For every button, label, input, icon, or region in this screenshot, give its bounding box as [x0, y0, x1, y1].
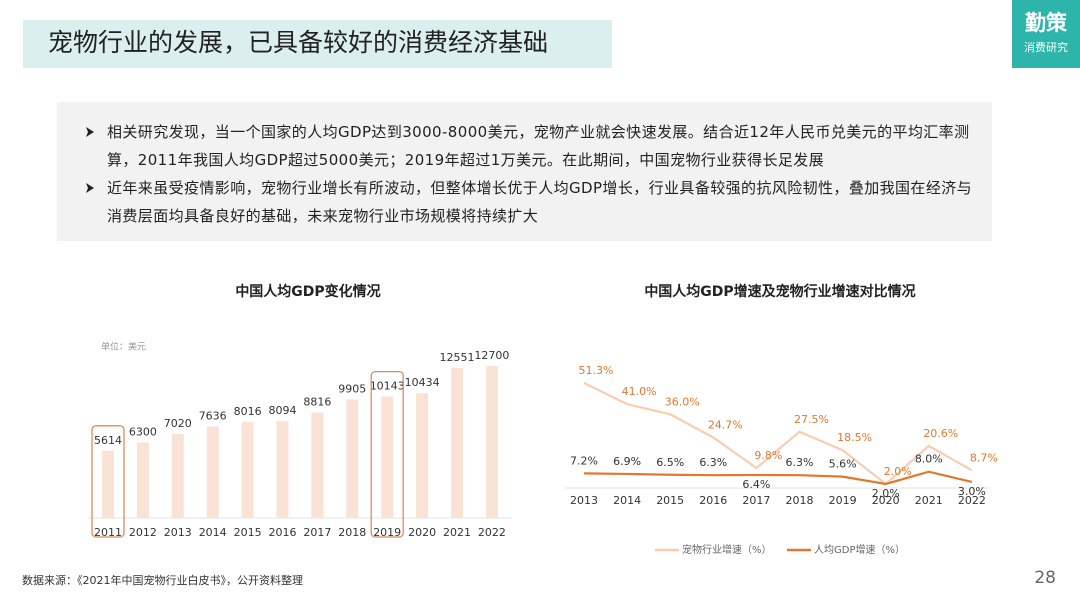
logo-box: [1012, 0, 1080, 68]
value-label: 7020: [164, 417, 192, 430]
bullet-text: 近年来虽受疫情影响，宠物行业增长有所波动，但整体增长优于人均GDP增长，行业具备…: [107, 179, 973, 225]
x-tick-label: 2022: [958, 494, 986, 507]
highlight-box: [370, 370, 404, 538]
value-label: 6300: [129, 426, 157, 439]
chart-title: 中国人均GDP变化情况: [235, 283, 380, 300]
value-label: 6.4%: [742, 478, 770, 491]
x-tick-label: 2021: [915, 494, 943, 507]
value-label: 10434: [405, 376, 440, 389]
value-label: 6.3%: [786, 456, 814, 469]
bar: [171, 433, 184, 518]
x-tick-label: 2017: [303, 526, 331, 539]
x-tick-label: 2018: [786, 494, 814, 507]
bar: [241, 422, 254, 518]
x-tick-label: 2018: [338, 526, 366, 539]
x-tick-label: 2011: [94, 526, 122, 539]
x-tick-label: 2021: [443, 526, 471, 539]
bar: [416, 393, 429, 518]
value-label: 6.3%: [699, 456, 727, 469]
value-label: 5.6%: [829, 458, 857, 471]
x-tick-label: 2020: [408, 526, 436, 539]
value-label: 2.0%: [884, 465, 912, 478]
value-label: 8094: [269, 404, 297, 417]
bar: [311, 412, 324, 518]
x-tick-label: 2022: [478, 526, 506, 539]
bar: [451, 367, 463, 518]
value-label: 8016: [234, 405, 262, 418]
value-label: 18.5%: [837, 431, 872, 444]
value-label: 9905: [338, 382, 366, 395]
value-label: 8.0%: [915, 453, 943, 466]
bullet-icon: [86, 183, 94, 193]
value-label: 2.0%: [872, 487, 900, 500]
bullet-icons: [86, 127, 94, 193]
legend-label: 人均GDP增速（%）: [814, 543, 905, 556]
value-label: 6.9%: [613, 455, 641, 468]
legend-label: 宠物行业增速（%）: [682, 543, 772, 556]
value-label: 24.7%: [708, 418, 743, 431]
x-tick-label: 2016: [699, 494, 727, 507]
bar: [206, 426, 219, 518]
bullet-text: 相关研究发现，当一个国家的人均GDP达到3000-8000美元，宠物产业就会快速…: [107, 123, 970, 169]
logo-sub: 消费研究: [1024, 40, 1068, 54]
series-line: [583, 470, 973, 486]
value-label: 9.8%: [754, 449, 782, 462]
bar: [102, 450, 114, 518]
unit-label: 单位：美元: [101, 341, 146, 353]
logo: 勤策: [1025, 11, 1068, 35]
x-tick-label: 2014: [613, 494, 641, 507]
value-label: 7636: [199, 410, 227, 423]
x-tick-label: 2015: [234, 526, 262, 539]
value-label: 6.5%: [656, 456, 684, 469]
x-tick-label: 2020: [872, 494, 900, 507]
x-tick-label: 2015: [656, 494, 684, 507]
bar: [346, 399, 359, 518]
value-label: 8816: [303, 395, 331, 408]
bar: [381, 396, 394, 518]
x-tick-label: 2013: [164, 526, 192, 539]
bar: [136, 442, 149, 518]
source: 数据来源：《2021年中国宠物行业白皮书》，公开资料整理: [22, 573, 303, 587]
slide-title: 宠物行业的发展，已具备较好的消费经济基础: [48, 28, 548, 57]
value-label: 36.0%: [665, 395, 700, 408]
x-tick-label: 2019: [373, 526, 401, 539]
value-label: 51.3%: [579, 364, 614, 377]
value-label: 7.2%: [570, 454, 598, 467]
value-label: 12551: [440, 351, 475, 364]
value-label: 20.6%: [923, 427, 958, 440]
bar: [276, 421, 289, 518]
x-tick-label: 2012: [129, 526, 157, 539]
bullet-icon: [86, 127, 94, 137]
x-tick-label: 2016: [269, 526, 297, 539]
value-label: 10143: [370, 380, 405, 393]
title-band: [23, 20, 612, 68]
highlight-box: [91, 425, 125, 538]
chart-title: 中国人均GDP增速及宠物行业增速对比情况: [644, 283, 915, 300]
value-label: 12700: [474, 349, 509, 362]
value-label: 27.5%: [794, 413, 829, 426]
value-label: 41.0%: [622, 385, 657, 398]
x-tick-label: 2017: [742, 494, 770, 507]
x-tick-label: 2014: [199, 526, 227, 539]
value-label: 8.7%: [970, 451, 998, 464]
x-tick-label: 2013: [570, 494, 598, 507]
x-tick-label: 2019: [829, 494, 857, 507]
value-label: 5614: [94, 434, 122, 447]
bullet-box: 相关研究发现，当一个国家的人均GDP达到3000-8000美元，宠物产业就会快速…: [57, 102, 992, 241]
value-label: 3.0%: [958, 485, 986, 498]
series-line: [583, 382, 973, 486]
bar: [485, 366, 498, 518]
page-number: 28: [1034, 568, 1056, 588]
